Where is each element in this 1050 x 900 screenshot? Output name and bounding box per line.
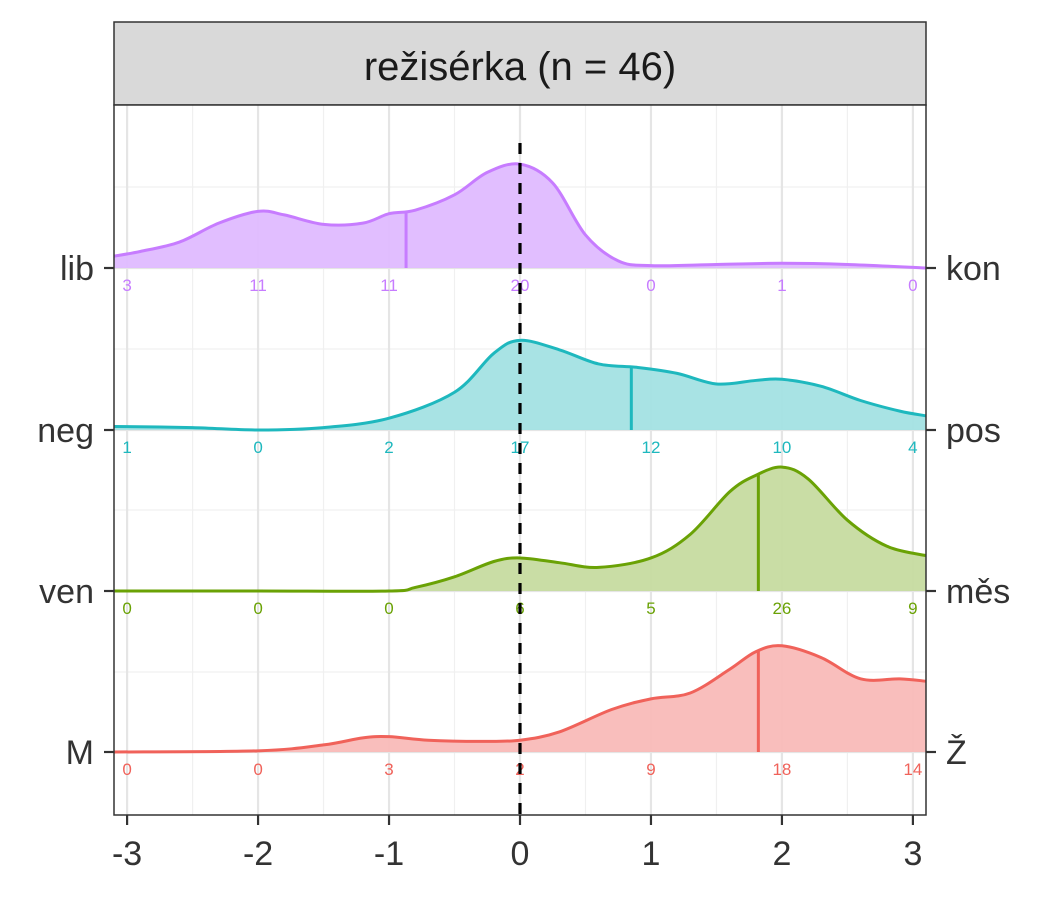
- x-axis-tick-label: -2: [243, 835, 273, 873]
- count-label: 18: [772, 760, 791, 779]
- y-axis-right: kon pos měs Ž: [926, 250, 1010, 772]
- count-label: 1: [122, 438, 131, 457]
- count-label: 0: [253, 760, 262, 779]
- count-label: 11: [249, 276, 267, 295]
- count-label: 3: [122, 276, 131, 295]
- count-label: 9: [908, 599, 917, 618]
- count-label: 9: [646, 760, 655, 779]
- y-axis-left-label: ven: [39, 573, 94, 611]
- x-axis: -3 -2 -1 0 1 2 3: [112, 815, 922, 873]
- y-axis-right-label: kon: [946, 250, 1001, 288]
- ridge-lib-kon: [113, 162, 927, 270]
- x-axis-tick-label: -1: [374, 835, 404, 873]
- y-axis-right-label: pos: [946, 412, 1001, 450]
- count-label: 12: [642, 438, 661, 457]
- ridge-M-Ž: [113, 644, 927, 754]
- density-area: [114, 467, 926, 592]
- x-axis-tick-label: 0: [511, 835, 530, 873]
- count-label: 3: [384, 760, 393, 779]
- count-label: 4: [908, 438, 917, 457]
- y-axis-left: lib neg ven M: [37, 250, 114, 772]
- x-axis-tick-label: 3: [903, 835, 922, 873]
- x-axis-tick-label: 2: [772, 835, 791, 873]
- density-line: [113, 162, 927, 270]
- count-label: 5: [646, 599, 655, 618]
- ridge-ven-měs: [114, 465, 927, 593]
- count-label: 10: [772, 438, 791, 457]
- count-label: 0: [384, 599, 393, 618]
- count-label: 0: [908, 276, 917, 295]
- count-label: 0: [122, 599, 131, 618]
- x-axis-tick-label: 1: [642, 835, 661, 873]
- x-axis-tick-label: -3: [112, 835, 142, 873]
- y-axis-right-label: měs: [946, 573, 1010, 611]
- count-label: 0: [122, 760, 131, 779]
- facet-strip-title: režisérka (n = 46): [364, 45, 676, 89]
- count-label: 14: [903, 760, 922, 779]
- density-area: [114, 645, 926, 752]
- count-label: 26: [772, 599, 791, 618]
- count-label: 0: [253, 599, 262, 618]
- density-area: [114, 163, 926, 268]
- density-line: [114, 465, 927, 593]
- y-axis-left-label: neg: [37, 412, 94, 450]
- density-line: [113, 644, 927, 754]
- count-label: 0: [253, 438, 262, 457]
- count-label: 1: [777, 276, 786, 295]
- count-label: 11: [380, 276, 398, 295]
- y-axis-left-label: M: [66, 734, 94, 772]
- count-label: 2: [384, 438, 393, 457]
- density-line: [113, 338, 927, 432]
- y-axis-right-label: Ž: [946, 734, 967, 772]
- facet-strip: režisérka (n = 46): [113, 21, 927, 106]
- facet-strip-background: [113, 21, 927, 106]
- y-axis-left-label: lib: [60, 250, 94, 288]
- count-label: 0: [646, 276, 655, 295]
